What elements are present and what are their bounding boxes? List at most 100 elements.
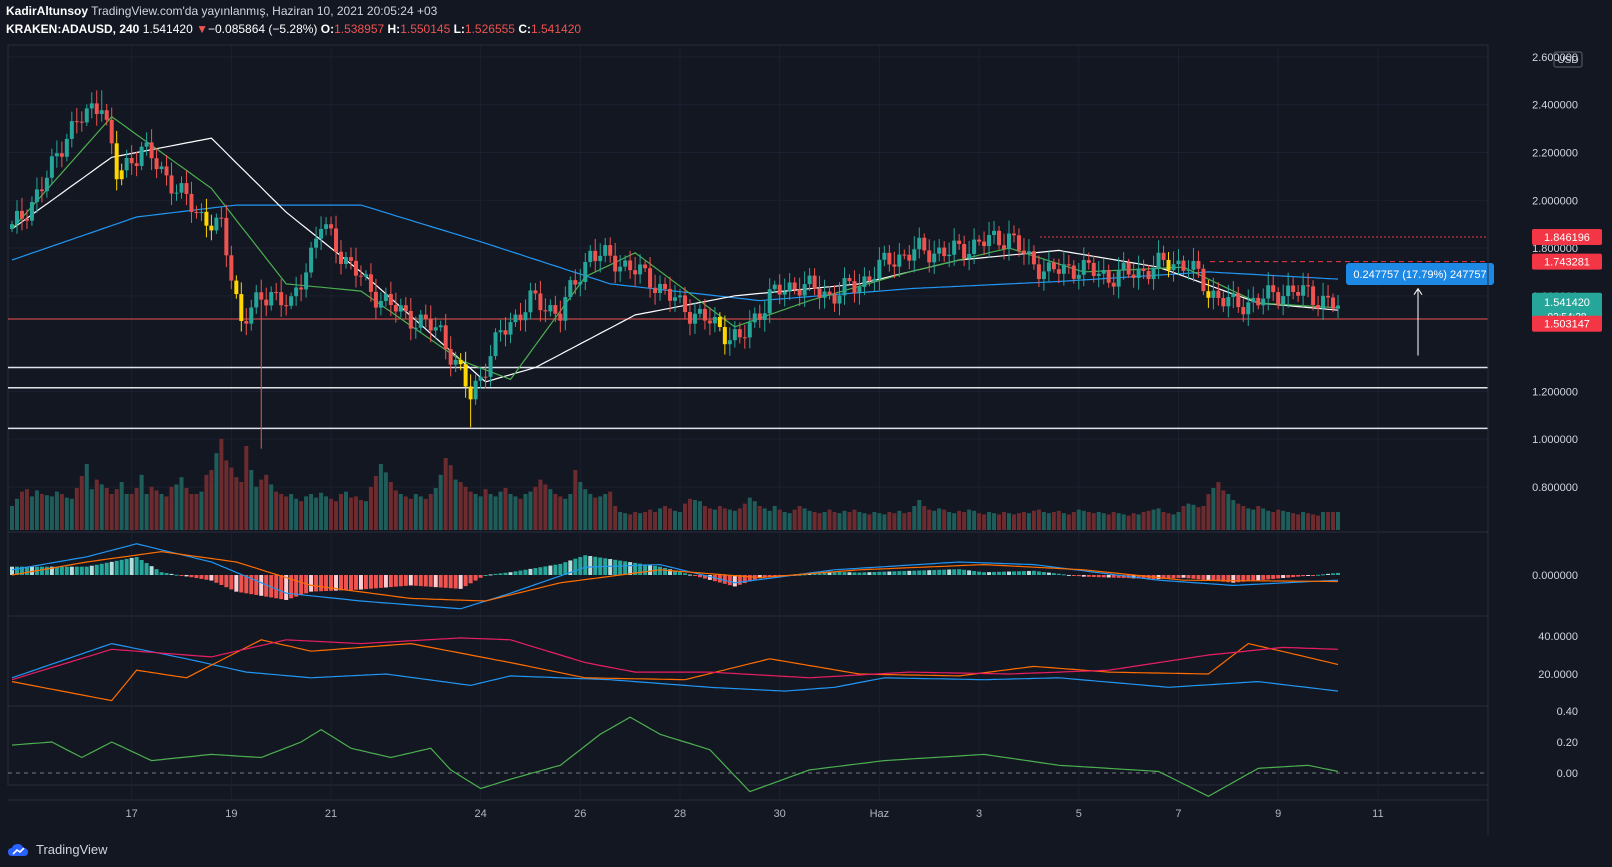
volume-bar: [1071, 512, 1076, 530]
candle-body: [962, 244, 967, 259]
macd-histogram-bar: [1291, 575, 1296, 578]
macd-histogram-bar: [852, 572, 857, 575]
volume-bar: [563, 498, 568, 530]
macd-histogram-bar: [563, 562, 568, 575]
macd-histogram-bar: [508, 572, 513, 575]
symbol-name[interactable]: KRAKEN:ADAUSD, 240: [6, 22, 140, 36]
macd-histogram-bar: [518, 570, 523, 575]
macd-histogram-bar: [927, 570, 932, 575]
macd-histogram-bar: [1056, 573, 1061, 575]
volume-bar: [184, 488, 189, 530]
candle-body: [164, 166, 169, 176]
volume-bar: [99, 484, 104, 530]
macd-histogram-bar: [1031, 570, 1036, 575]
macd-histogram-bar: [867, 572, 872, 575]
volume-bar: [493, 496, 498, 530]
volume-bar: [658, 508, 663, 530]
candle-body: [1311, 286, 1316, 306]
candle-body: [1066, 264, 1071, 266]
macd-histogram-bar: [79, 566, 84, 575]
macd-histogram-bar: [84, 566, 89, 575]
candle-body: [827, 291, 832, 295]
macd-histogram-bar: [523, 569, 528, 575]
macd-histogram-bar: [628, 562, 633, 575]
macd-histogram-bar: [438, 575, 443, 588]
volume-bar: [588, 494, 593, 530]
macd-histogram-bar: [259, 575, 264, 596]
volume-bar: [927, 509, 932, 530]
candle-body: [1061, 264, 1066, 274]
candle-body: [64, 138, 69, 157]
x-axis-label: 11: [1372, 808, 1383, 820]
tradingview-logo[interactable]: TradingView: [8, 842, 108, 857]
volume-bar: [543, 484, 548, 530]
candle-body: [1111, 282, 1116, 287]
candle-body: [1331, 297, 1336, 309]
macd-histogram-bar: [1271, 575, 1276, 579]
volume-bar: [1121, 514, 1126, 530]
macd-histogram-bar: [468, 575, 473, 584]
candle-body: [134, 163, 139, 166]
candle-body: [1166, 259, 1171, 271]
volume-bar: [1051, 512, 1056, 530]
volume-bar: [558, 496, 563, 530]
chart-canvas[interactable]: 17 19 21 24 26 28 30 Haz 3 5 7 9 11 2.600000 2.400000 2…: [0, 0, 1612, 835]
volume-bar: [54, 491, 59, 530]
candle-body: [563, 297, 568, 321]
volume-bar: [523, 494, 528, 530]
macd-histogram-bar: [513, 571, 518, 575]
volume-bar: [294, 498, 299, 530]
volume-bar: [827, 509, 832, 530]
macd-histogram-bar: [1026, 570, 1031, 575]
volume-bar: [598, 496, 603, 530]
volume-bar: [89, 489, 94, 530]
x-axis-label: Haz: [870, 808, 890, 820]
candle-body: [1096, 273, 1101, 276]
volume-bar: [1306, 513, 1311, 530]
volume-bar: [1002, 512, 1007, 530]
candle-body: [264, 299, 269, 306]
macd-histogram-bar: [139, 560, 144, 575]
macd-histogram-bar: [1211, 575, 1216, 581]
author-name[interactable]: KadirAltunsoy: [6, 4, 89, 18]
macd-histogram-bar: [254, 575, 259, 595]
volume-bar: [812, 512, 817, 530]
volume-bar: [538, 479, 543, 530]
volume-bar: [463, 486, 468, 530]
volume-bar: [533, 486, 538, 530]
volume-bar: [1301, 512, 1306, 530]
volume-bar: [299, 501, 304, 530]
volume-bar: [1201, 506, 1206, 530]
macd-histogram-bar: [1181, 575, 1186, 578]
volume-bar: [1326, 512, 1331, 530]
volume-bar: [39, 494, 44, 530]
macd-histogram-bar: [947, 569, 952, 575]
macd-histogram-bar: [488, 574, 493, 576]
macd-histogram-bar: [1121, 575, 1126, 578]
candle-body: [588, 250, 593, 262]
volume-bar: [44, 495, 49, 530]
volume-bar: [882, 514, 887, 530]
macd-histogram-bar: [453, 575, 458, 589]
candle-body: [214, 217, 219, 231]
volume-bar: [438, 474, 443, 530]
candle-body: [598, 255, 603, 262]
volume-bar: [423, 498, 428, 530]
currency-badge: [1553, 51, 1583, 68]
macd-histogram-bar: [737, 575, 742, 585]
macd-histogram-bar: [239, 575, 244, 593]
macd-histogram-bar: [757, 575, 762, 579]
volume-bar: [244, 446, 249, 530]
volume-bar: [393, 490, 398, 530]
candle-body: [1251, 297, 1256, 303]
candle-body: [947, 254, 952, 257]
macd-histogram-bar: [159, 572, 164, 575]
macd-histogram-bar: [588, 556, 593, 575]
volume-bar: [1216, 482, 1221, 530]
candle-body: [448, 349, 453, 365]
volume-bar: [164, 496, 169, 530]
volume-bar: [1321, 512, 1326, 530]
candle-body: [403, 305, 408, 311]
candle-body: [757, 313, 762, 320]
macd-histogram-bar: [623, 561, 628, 575]
